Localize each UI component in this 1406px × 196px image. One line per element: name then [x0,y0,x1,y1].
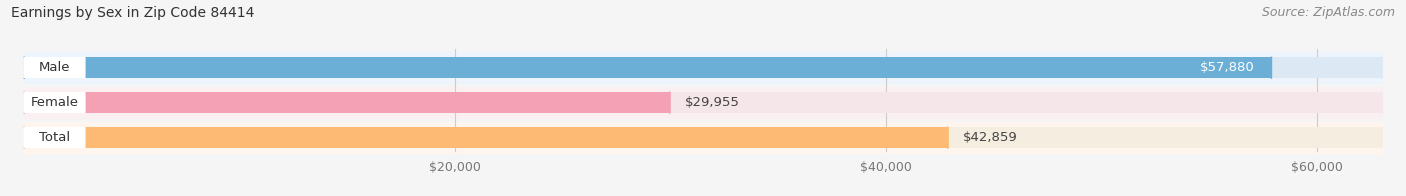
Bar [24,57,1382,78]
Text: Source: ZipAtlas.com: Source: ZipAtlas.com [1261,6,1395,19]
Bar [24,127,948,148]
Bar [24,57,1271,78]
Bar [24,92,669,113]
Bar [24,127,84,148]
Text: Total: Total [39,131,70,144]
Text: Male: Male [39,61,70,74]
Text: $29,955: $29,955 [685,96,740,109]
Bar [24,127,1382,148]
Bar [24,92,84,113]
Text: $57,880: $57,880 [1199,61,1254,74]
Text: $42,859: $42,859 [963,131,1018,144]
Bar [24,57,84,78]
Text: Earnings by Sex in Zip Code 84414: Earnings by Sex in Zip Code 84414 [11,6,254,20]
Text: Female: Female [31,96,79,109]
Bar [24,92,1382,113]
